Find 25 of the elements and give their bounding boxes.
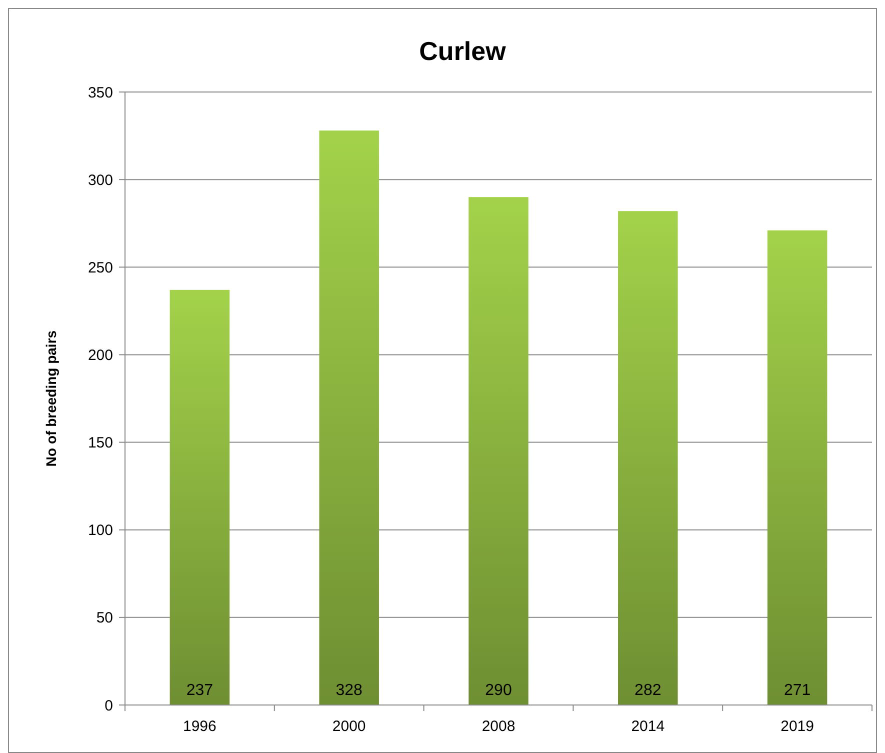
y-tick-label: 0 xyxy=(104,697,113,714)
data-label: 271 xyxy=(784,682,811,699)
y-tick-label: 200 xyxy=(88,346,113,364)
chart-title: Curlew xyxy=(419,36,507,66)
data-label: 282 xyxy=(634,682,662,699)
bar xyxy=(468,197,528,705)
bar xyxy=(319,130,379,705)
x-tick-label: 2000 xyxy=(332,718,366,735)
y-tick-label: 50 xyxy=(96,610,113,627)
bar xyxy=(170,290,230,705)
data-label: 290 xyxy=(485,682,512,699)
y-tick-label: 100 xyxy=(88,522,113,540)
data-label: 237 xyxy=(186,682,214,699)
x-tick-label: 2019 xyxy=(780,718,814,735)
x-tick-label: 1996 xyxy=(183,718,216,735)
x-tick-label: 2008 xyxy=(482,718,516,735)
y-tick-label: 300 xyxy=(88,172,113,189)
y-tick-label: 350 xyxy=(88,84,113,102)
bar xyxy=(618,211,678,705)
x-tick-label: 2014 xyxy=(631,718,665,735)
bar xyxy=(767,230,828,705)
data-label: 328 xyxy=(336,682,363,699)
y-tick-label: 250 xyxy=(88,259,113,276)
y-axis-title: No of breeding pairs xyxy=(43,330,59,467)
y-tick-label: 150 xyxy=(88,434,113,452)
